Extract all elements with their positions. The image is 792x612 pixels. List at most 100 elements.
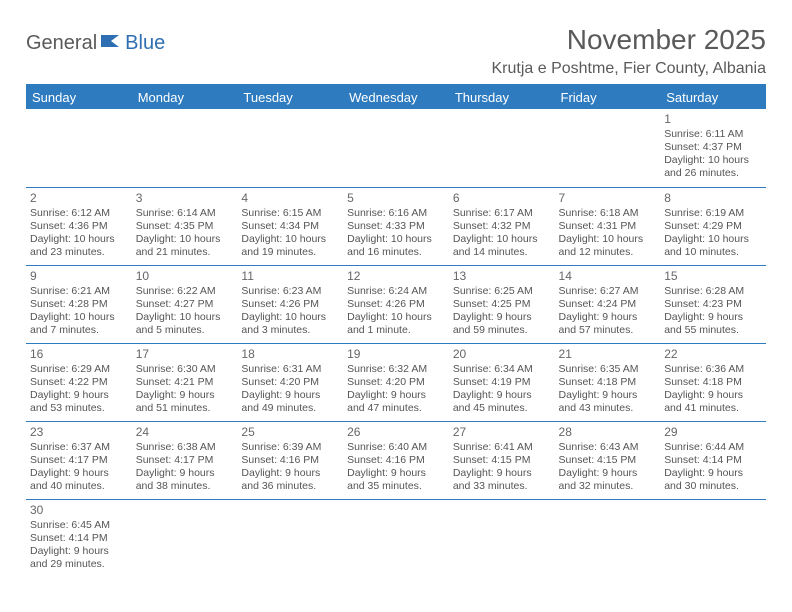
empty-cell bbox=[237, 109, 343, 187]
day-cell: 24Sunrise: 6:38 AMSunset: 4:17 PMDayligh… bbox=[132, 421, 238, 499]
sunset-text: Sunset: 4:18 PM bbox=[559, 376, 657, 389]
day-number: 6 bbox=[453, 191, 551, 206]
calendar-row: 23Sunrise: 6:37 AMSunset: 4:17 PMDayligh… bbox=[26, 421, 766, 499]
calendar-row: 30Sunrise: 6:45 AMSunset: 4:14 PMDayligh… bbox=[26, 499, 766, 577]
logo: General Blue bbox=[26, 32, 165, 55]
empty-cell bbox=[449, 109, 555, 187]
sunrise-text: Sunrise: 6:45 AM bbox=[30, 519, 128, 532]
day-number: 9 bbox=[30, 269, 128, 284]
daylight-text: Daylight: 10 hours and 5 minutes. bbox=[136, 311, 234, 337]
weekday-header: Sunday bbox=[26, 85, 132, 109]
sunrise-text: Sunrise: 6:16 AM bbox=[347, 207, 445, 220]
daylight-text: Daylight: 10 hours and 12 minutes. bbox=[559, 233, 657, 259]
sunrise-text: Sunrise: 6:21 AM bbox=[30, 285, 128, 298]
daylight-text: Daylight: 9 hours and 59 minutes. bbox=[453, 311, 551, 337]
day-number: 5 bbox=[347, 191, 445, 206]
day-number: 2 bbox=[30, 191, 128, 206]
day-cell: 25Sunrise: 6:39 AMSunset: 4:16 PMDayligh… bbox=[237, 421, 343, 499]
month-title: November 2025 bbox=[491, 24, 766, 56]
day-cell: 30Sunrise: 6:45 AMSunset: 4:14 PMDayligh… bbox=[26, 499, 132, 577]
day-cell: 22Sunrise: 6:36 AMSunset: 4:18 PMDayligh… bbox=[660, 343, 766, 421]
daylight-text: Daylight: 10 hours and 1 minute. bbox=[347, 311, 445, 337]
sunset-text: Sunset: 4:16 PM bbox=[347, 454, 445, 467]
sunrise-text: Sunrise: 6:28 AM bbox=[664, 285, 762, 298]
empty-cell bbox=[26, 109, 132, 187]
sunset-text: Sunset: 4:20 PM bbox=[241, 376, 339, 389]
day-cell: 10Sunrise: 6:22 AMSunset: 4:27 PMDayligh… bbox=[132, 265, 238, 343]
calendar-header-row: SundayMondayTuesdayWednesdayThursdayFrid… bbox=[26, 85, 766, 109]
sunrise-text: Sunrise: 6:44 AM bbox=[664, 441, 762, 454]
daylight-text: Daylight: 10 hours and 19 minutes. bbox=[241, 233, 339, 259]
daylight-text: Daylight: 9 hours and 35 minutes. bbox=[347, 467, 445, 493]
sunrise-text: Sunrise: 6:11 AM bbox=[664, 128, 762, 141]
empty-cell bbox=[132, 109, 238, 187]
sunset-text: Sunset: 4:15 PM bbox=[559, 454, 657, 467]
daylight-text: Daylight: 9 hours and 40 minutes. bbox=[30, 467, 128, 493]
sunrise-text: Sunrise: 6:39 AM bbox=[241, 441, 339, 454]
sunrise-text: Sunrise: 6:38 AM bbox=[136, 441, 234, 454]
day-number: 17 bbox=[136, 347, 234, 362]
daylight-text: Daylight: 9 hours and 57 minutes. bbox=[559, 311, 657, 337]
sunset-text: Sunset: 4:27 PM bbox=[136, 298, 234, 311]
day-cell: 26Sunrise: 6:40 AMSunset: 4:16 PMDayligh… bbox=[343, 421, 449, 499]
sunset-text: Sunset: 4:14 PM bbox=[664, 454, 762, 467]
sunset-text: Sunset: 4:34 PM bbox=[241, 220, 339, 233]
daylight-text: Daylight: 9 hours and 45 minutes. bbox=[453, 389, 551, 415]
day-cell: 27Sunrise: 6:41 AMSunset: 4:15 PMDayligh… bbox=[449, 421, 555, 499]
daylight-text: Daylight: 9 hours and 49 minutes. bbox=[241, 389, 339, 415]
sunset-text: Sunset: 4:29 PM bbox=[664, 220, 762, 233]
day-number: 22 bbox=[664, 347, 762, 362]
sunrise-text: Sunrise: 6:32 AM bbox=[347, 363, 445, 376]
sunset-text: Sunset: 4:14 PM bbox=[30, 532, 128, 545]
daylight-text: Daylight: 9 hours and 36 minutes. bbox=[241, 467, 339, 493]
weekday-header: Saturday bbox=[660, 85, 766, 109]
daylight-text: Daylight: 9 hours and 43 minutes. bbox=[559, 389, 657, 415]
daylight-text: Daylight: 9 hours and 30 minutes. bbox=[664, 467, 762, 493]
daylight-text: Daylight: 10 hours and 10 minutes. bbox=[664, 233, 762, 259]
sunrise-text: Sunrise: 6:17 AM bbox=[453, 207, 551, 220]
daylight-text: Daylight: 10 hours and 26 minutes. bbox=[664, 154, 762, 180]
day-number: 10 bbox=[136, 269, 234, 284]
daylight-text: Daylight: 10 hours and 7 minutes. bbox=[30, 311, 128, 337]
sunrise-text: Sunrise: 6:14 AM bbox=[136, 207, 234, 220]
day-number: 20 bbox=[453, 347, 551, 362]
calendar-body: 1Sunrise: 6:11 AMSunset: 4:37 PMDaylight… bbox=[26, 109, 766, 577]
sunrise-text: Sunrise: 6:15 AM bbox=[241, 207, 339, 220]
day-cell: 6Sunrise: 6:17 AMSunset: 4:32 PMDaylight… bbox=[449, 187, 555, 265]
sunrise-text: Sunrise: 6:30 AM bbox=[136, 363, 234, 376]
sunrise-text: Sunrise: 6:12 AM bbox=[30, 207, 128, 220]
day-cell: 4Sunrise: 6:15 AMSunset: 4:34 PMDaylight… bbox=[237, 187, 343, 265]
day-number: 24 bbox=[136, 425, 234, 440]
day-cell: 21Sunrise: 6:35 AMSunset: 4:18 PMDayligh… bbox=[555, 343, 661, 421]
day-number: 27 bbox=[453, 425, 551, 440]
sunrise-text: Sunrise: 6:22 AM bbox=[136, 285, 234, 298]
day-cell: 2Sunrise: 6:12 AMSunset: 4:36 PMDaylight… bbox=[26, 187, 132, 265]
title-block: November 2025 Krutja e Poshtme, Fier Cou… bbox=[491, 24, 766, 78]
day-cell: 3Sunrise: 6:14 AMSunset: 4:35 PMDaylight… bbox=[132, 187, 238, 265]
day-number: 21 bbox=[559, 347, 657, 362]
flag-icon bbox=[101, 33, 123, 54]
sunset-text: Sunset: 4:23 PM bbox=[664, 298, 762, 311]
day-cell: 18Sunrise: 6:31 AMSunset: 4:20 PMDayligh… bbox=[237, 343, 343, 421]
sunrise-text: Sunrise: 6:31 AM bbox=[241, 363, 339, 376]
day-number: 19 bbox=[347, 347, 445, 362]
day-number: 30 bbox=[30, 503, 128, 518]
empty-cell bbox=[449, 499, 555, 577]
sunrise-text: Sunrise: 6:43 AM bbox=[559, 441, 657, 454]
daylight-text: Daylight: 9 hours and 55 minutes. bbox=[664, 311, 762, 337]
empty-cell bbox=[555, 499, 661, 577]
sunrise-text: Sunrise: 6:23 AM bbox=[241, 285, 339, 298]
calendar-row: 2Sunrise: 6:12 AMSunset: 4:36 PM Daylight… bbox=[26, 187, 766, 265]
daylight-text: Daylight: 9 hours and 38 minutes. bbox=[136, 467, 234, 493]
sunset-text: Sunset: 4:28 PM bbox=[30, 298, 128, 311]
sunset-text: Sunset: 4:25 PM bbox=[453, 298, 551, 311]
sunset-text: Sunset: 4:36 PM bbox=[30, 220, 128, 233]
calendar-row: 1Sunrise: 6:11 AMSunset: 4:37 PMDaylight… bbox=[26, 109, 766, 187]
day-cell: 29Sunrise: 6:44 AMSunset: 4:14 PMDayligh… bbox=[660, 421, 766, 499]
sunset-text: Sunset: 4:32 PM bbox=[453, 220, 551, 233]
day-number: 11 bbox=[241, 269, 339, 284]
empty-cell bbox=[660, 499, 766, 577]
day-number: 23 bbox=[30, 425, 128, 440]
day-cell: 8Sunrise: 6:19 AMSunset: 4:29 PMDaylight… bbox=[660, 187, 766, 265]
empty-cell bbox=[343, 499, 449, 577]
